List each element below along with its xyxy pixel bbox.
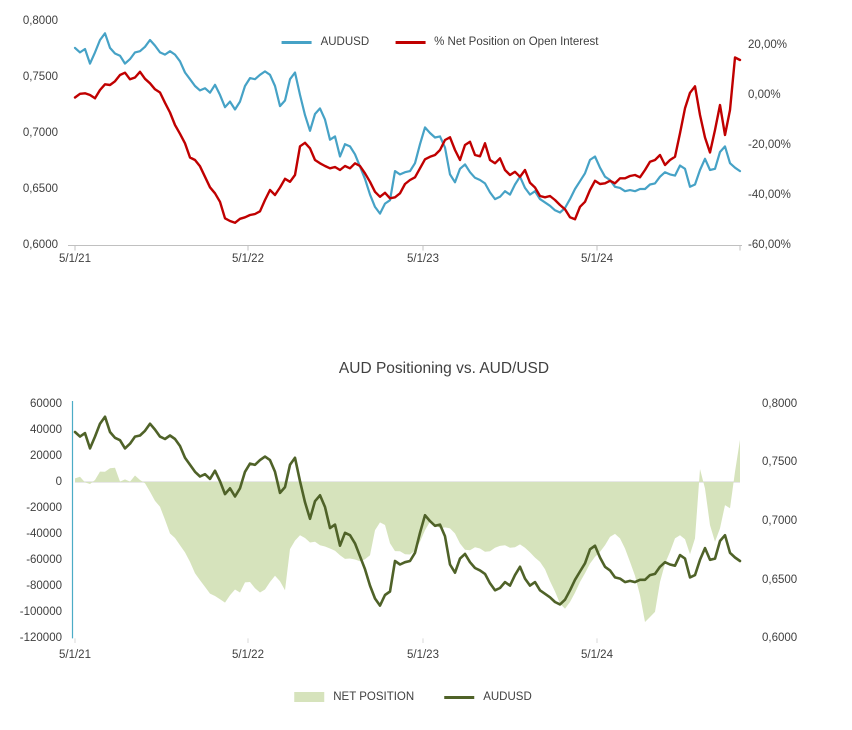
net-pct-line-swatch (395, 40, 426, 44)
legend-item-net-position: NET POSITION (294, 691, 414, 703)
top-left-axis-tick-label: 0,6500 (22, 183, 58, 195)
bottom-chart-title: AUD Positioning vs. AUD/USD (338, 360, 550, 377)
bottom-left-axis-tick-label: -120000 (19, 632, 62, 645)
legend-item-net-pct: % Net Position on Open Interest (395, 36, 598, 48)
bottom-x-axis-tick-label: 5/1/24 (581, 649, 613, 661)
top-left-axis-tick-label: 0,8000 (22, 15, 58, 27)
bottom-left-axis-tick-label: 0 (55, 476, 62, 488)
bottom-right-axis-tick-label: 0,6000 (762, 632, 798, 645)
top-right-axis-tick-label: 0,00% (748, 89, 781, 101)
bottom-chart-legend: NET POSITION AUDUSD (294, 691, 532, 703)
bottom-left-axis-tick-label: -40000 (26, 528, 62, 541)
bottom-left-axis-tick-label: 20000 (30, 449, 62, 462)
top-left-axis-tick-label: 0,7500 (22, 71, 58, 83)
legend-label-net-pct: % Net Position on Open Interest (434, 36, 599, 48)
bottom-left-axis-tick-label: -20000 (26, 502, 62, 515)
top-right-axis-tick-label: -20,00% (748, 139, 791, 151)
legend-item-audusd: AUDUSD (281, 36, 370, 48)
legend-label-net-position: NET POSITION (333, 691, 415, 703)
audusd-line-swatch (281, 40, 312, 44)
legend-item-audusd-bottom: AUDUSD (444, 691, 532, 703)
top-left-axis-tick-label: 0,7000 (22, 127, 58, 139)
bottom-right-axis-tick-label: 0,8000 (762, 397, 798, 410)
bottom-right-axis-tick-label: 0,6500 (762, 573, 798, 586)
bottom-right-axis-tick-label: 0,7500 (762, 456, 798, 469)
top-right-axis-tick-label: -40,00% (748, 189, 791, 201)
top-x-axis-tick-label: 5/1/23 (407, 253, 439, 265)
bottom-left-axis-tick-label: -60000 (26, 554, 62, 567)
top-left-axis-tick-label: 0,6000 (22, 239, 58, 251)
top-x-axis-tick-label: 5/1/22 (232, 253, 264, 265)
bottom-x-axis-tick-label: 5/1/22 (232, 649, 264, 661)
top-x-axis-tick-label: 5/1/21 (59, 253, 91, 265)
bottom-x-axis-tick-label: 5/1/21 (59, 649, 91, 661)
top-x-axis-tick-label: 5/1/24 (581, 253, 613, 265)
bottom-right-axis-tick-label: 0,7000 (762, 515, 798, 528)
net-position-area-swatch (294, 692, 325, 702)
legend-label-audusd-bottom: AUDUSD (483, 691, 532, 703)
bottom-left-axis-tick-label: 40000 (30, 423, 62, 436)
top-right-axis-tick-label: 20,00% (748, 39, 788, 51)
bottom-left-axis-tick-label: 60000 (30, 397, 62, 410)
audusd-olive-line-swatch (444, 695, 475, 699)
top-right-axis-tick-label: -60,00% (748, 239, 791, 251)
bottom-left-axis-tick-label: -100000 (19, 606, 62, 619)
bottom-x-axis-tick-label: 5/1/23 (407, 649, 439, 661)
top-chart-legend: AUDUSD % Net Position on Open Interest (281, 36, 598, 48)
legend-label-audusd: AUDUSD (320, 36, 370, 48)
bottom-left-axis-tick-label: -80000 (26, 580, 62, 593)
